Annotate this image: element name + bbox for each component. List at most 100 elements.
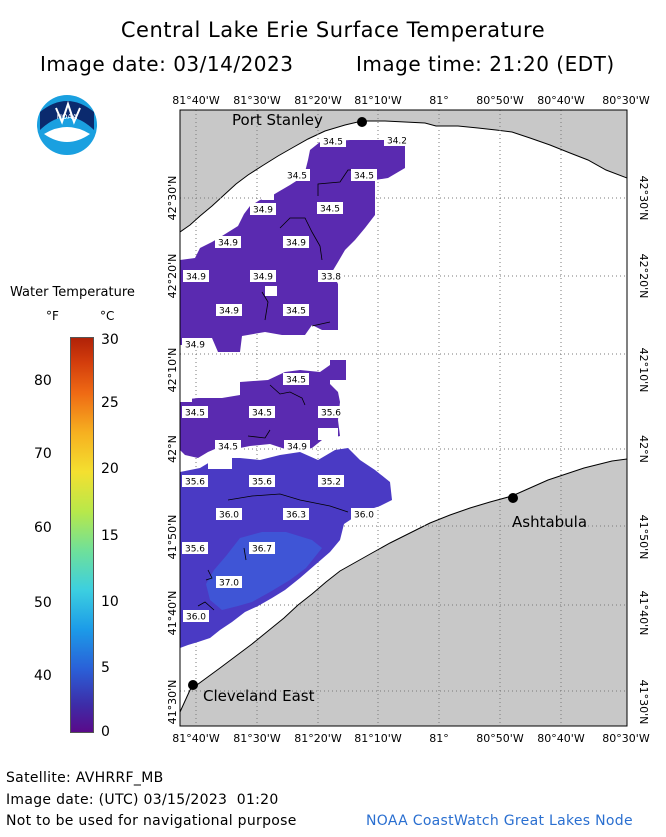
city-label-ashtabula: Ashtabula [512, 513, 587, 531]
temp-label: 33.8 [321, 273, 341, 283]
c-tick: 10 [101, 594, 119, 610]
lon-label: 80°30'W [602, 732, 650, 745]
temp-label: 36.0 [219, 511, 239, 521]
temp-label-box [182, 475, 208, 487]
temp-label-box [318, 475, 344, 487]
temp-label-box [318, 270, 344, 282]
temp-label-box [215, 236, 241, 248]
city-marker-ashtabula [508, 493, 518, 503]
temp-label-box [216, 508, 242, 520]
c-tick: 30 [101, 332, 119, 348]
lon-label: 81°30'W [233, 94, 281, 107]
temp-label-box [250, 203, 276, 215]
footer-utc-date: Image date: (UTC) 03/15/2023 01:20 [6, 792, 279, 808]
temp-label: 35.2 [321, 478, 341, 488]
temp-label: 34.9 [186, 273, 206, 283]
lat-label: 41°30'N [637, 680, 650, 725]
lon-label: 81°10'W [354, 94, 402, 107]
lon-label: 81° [429, 94, 449, 107]
temp-label-box [250, 270, 276, 282]
temp-label: 37.0 [219, 579, 239, 589]
temp-label-box [317, 202, 343, 214]
temp-label-box [215, 440, 241, 452]
temp-label: 34.9 [253, 273, 273, 283]
c-tick: 20 [101, 461, 119, 477]
temp-label: 35.6 [185, 545, 205, 555]
temp-label: 34.9 [185, 341, 205, 351]
lon-label: 81° [429, 732, 449, 745]
temp-label: 35.6 [321, 409, 341, 419]
temp-label-box [183, 270, 209, 282]
lat-label: 42°10'N [166, 348, 179, 393]
cloud-gap [262, 190, 274, 200]
temperature-colorbar [70, 337, 94, 733]
temp-label: 34.9 [218, 239, 238, 249]
temp-label-box [249, 542, 275, 554]
temp-label-box [284, 440, 310, 452]
temp-label: 35.6 [185, 478, 205, 488]
temp-label-box [182, 338, 208, 350]
temp-label: 34.9 [287, 443, 307, 453]
lon-label: 80°40'W [537, 94, 585, 107]
footer-satellite: Satellite: AVHRRF_MB [6, 770, 164, 786]
cloud-gap [318, 428, 338, 440]
lat-label: 41°50'N [637, 515, 650, 560]
lat-label: 42°30'N [166, 176, 179, 221]
cloud-gap [180, 380, 192, 402]
lon-label: 81°20'W [294, 94, 342, 107]
left-lat-labels: 42°30'N 42°20'N 42°10'N 42°N 41°50'N 41°… [166, 176, 179, 725]
map-title: Central Lake Erie Surface Temperature [120, 18, 546, 42]
temp-label: 34.9 [286, 239, 306, 249]
temp-label: 35.6 [252, 478, 272, 488]
lat-label: 42°20'N [637, 254, 650, 299]
lon-label: 81°30'W [233, 732, 281, 745]
temp-label-box [384, 134, 410, 146]
lat-label: 42°10'N [637, 348, 650, 393]
temp-label: 34.5 [323, 138, 343, 148]
right-lat-labels: 42°30'N 42°20'N 42°10'N 42°N 41°50'N 41°… [637, 176, 650, 725]
temp-label: 34.2 [387, 137, 407, 147]
land-canada [180, 110, 627, 233]
footer-disclaimer: Not to be used for navigational purpose [6, 813, 297, 829]
image-date: Image date: 03/14/2023 [40, 52, 294, 76]
lon-label: 80°50'W [476, 94, 524, 107]
lon-label: 80°50'W [476, 732, 524, 745]
city-label-port-stanley: Port Stanley [232, 111, 323, 129]
lat-label: 42°N [166, 435, 179, 463]
lon-label: 81°40'W [172, 732, 220, 745]
temp-label: 34.5 [320, 205, 340, 215]
temp-label: 36.0 [186, 613, 206, 623]
temp-label-box [183, 610, 209, 622]
lat-label: 42°20'N [166, 254, 179, 299]
temp-label: 34.5 [218, 443, 238, 453]
noaa-logo-icon: NOAA [36, 94, 98, 156]
f-tick: 80 [34, 373, 52, 389]
temp-label: 34.9 [219, 307, 239, 317]
temp-label-box [284, 169, 310, 181]
isotherms [197, 169, 361, 611]
legend-unit-f: °F [46, 309, 59, 323]
lat-label: 41°30'N [166, 680, 179, 725]
temp-label: 34.5 [185, 409, 205, 419]
f-tick: 70 [34, 446, 52, 462]
lat-label: 41°40'N [166, 591, 179, 636]
f-tick: 50 [34, 595, 52, 611]
lon-label: 81°20'W [294, 732, 342, 745]
lon-label: 80°40'W [537, 732, 585, 745]
legend-unit-c: °C [100, 309, 115, 323]
temp-label: 34.5 [252, 409, 272, 419]
temp-label-box [320, 135, 346, 147]
temp-label-box [249, 475, 275, 487]
temp-label-box [283, 508, 309, 520]
temp-label-box [351, 508, 377, 520]
f-tick: 60 [34, 520, 52, 536]
city-marker-port-stanley [357, 117, 367, 127]
lon-label: 81°40'W [172, 94, 220, 107]
c-tick: 0 [101, 724, 110, 740]
c-tick: 25 [101, 395, 119, 411]
land-us [180, 458, 627, 726]
map-frame [179, 109, 628, 727]
temp-label: 36.0 [354, 511, 374, 521]
temp-label-box [182, 542, 208, 554]
